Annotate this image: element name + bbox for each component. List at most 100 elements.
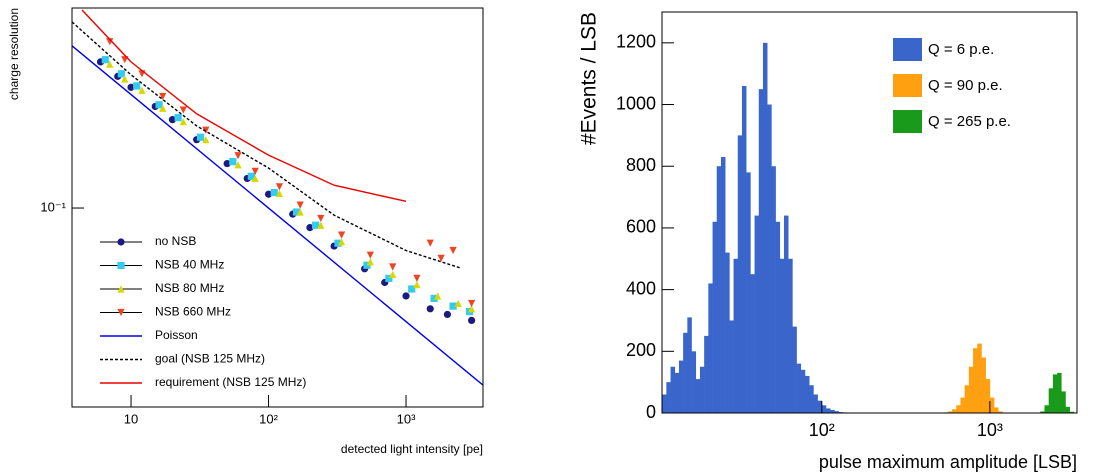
marker	[223, 159, 231, 168]
y-tick-label: 600	[626, 217, 656, 237]
x-axis-label: pulse maximum amplitude [LSB]	[819, 452, 1077, 472]
legend-label: Q = 265 p.e.	[928, 113, 1011, 130]
marker	[275, 189, 284, 197]
histogram-bar	[947, 411, 953, 413]
marker	[117, 308, 125, 317]
marker	[229, 158, 237, 166]
marker	[296, 208, 304, 216]
histogram-bar	[985, 379, 991, 413]
marker	[106, 60, 114, 68]
histogram-bar	[725, 252, 730, 413]
marker	[385, 274, 393, 282]
marker	[468, 299, 476, 308]
histogram-bar	[956, 405, 961, 413]
marker	[312, 221, 320, 229]
histogram-bar	[750, 274, 755, 413]
plot-area	[662, 42, 1075, 413]
marker	[117, 70, 125, 78]
y-tick-label: 1200	[616, 32, 656, 52]
histogram-bar	[817, 400, 823, 413]
histogram-bar	[704, 335, 709, 413]
histogram-bar	[821, 405, 827, 413]
histogram-bar	[788, 258, 793, 413]
histogram-bar	[952, 409, 957, 413]
histogram-bar	[775, 221, 781, 413]
histogram-bar	[762, 42, 768, 413]
marker	[338, 231, 346, 239]
marker	[317, 221, 325, 229]
marker	[292, 208, 301, 216]
marker	[389, 270, 397, 279]
legend-swatch	[893, 38, 922, 61]
histogram-bar	[758, 89, 764, 413]
marker	[106, 38, 114, 46]
histogram-bar	[678, 360, 684, 413]
marker	[101, 56, 109, 64]
histogram-bar	[964, 385, 970, 413]
y-tick-label: 0	[646, 402, 656, 422]
y-tick-label: 1000	[616, 93, 656, 113]
marker	[437, 254, 445, 263]
histogram-bar	[1061, 391, 1066, 413]
histogram-bar	[783, 215, 789, 413]
marker	[296, 201, 304, 209]
legend-label: Q = 90 p.e.	[928, 77, 1003, 94]
plot-area	[72, 9, 483, 386]
histogram-bar	[674, 372, 680, 413]
histogram-bar	[712, 221, 718, 413]
histogram-bar	[830, 409, 835, 413]
x-tick-label: 10²	[809, 420, 835, 440]
marker	[117, 261, 125, 270]
line	[81, 9, 407, 203]
x-tick-label: 10³	[397, 411, 416, 426]
marker	[117, 285, 125, 293]
marker	[117, 238, 125, 246]
plot-frame	[71, 7, 484, 408]
y-tick-label: 800	[626, 155, 656, 175]
marker	[247, 172, 255, 180]
marker	[413, 281, 421, 289]
histogram-bar	[691, 351, 697, 413]
marker	[138, 86, 146, 94]
marker	[413, 274, 421, 282]
histogram-bar	[973, 348, 978, 413]
y-tick-label: 400	[626, 278, 656, 298]
marker	[449, 246, 457, 255]
histogram-bar	[729, 320, 734, 413]
legend-label: NSB 40 MHz	[155, 258, 224, 272]
marker	[179, 118, 187, 126]
marker	[264, 190, 273, 198]
marker	[270, 188, 278, 197]
histogram-bar	[981, 357, 986, 413]
histogram-bar	[779, 258, 785, 413]
marker	[234, 161, 242, 169]
marker	[133, 82, 141, 90]
marker	[196, 133, 205, 141]
histogram-bar	[1044, 405, 1049, 413]
histogram-bar	[1048, 388, 1054, 413]
histogram-bar	[666, 382, 671, 413]
legend: Q = 6 p.e. Q = 90 p.e. Q = 265 p.e.	[893, 38, 1011, 133]
marker	[366, 258, 374, 266]
histogram-bar	[767, 104, 772, 413]
histogram-bar	[662, 394, 667, 413]
legend-label: NSB 660 MHz	[155, 305, 231, 319]
legend-label: Q = 6 p.e.	[928, 41, 994, 58]
marker	[443, 310, 452, 319]
histogram-bar	[1040, 411, 1045, 413]
y-tick-label: 10⁻¹	[40, 199, 66, 214]
histogram-bar	[800, 369, 806, 413]
histogram-bar	[825, 408, 831, 413]
marker	[159, 92, 167, 101]
marker	[468, 316, 476, 325]
histogram-bar	[687, 317, 692, 413]
x-axis-label: detected light intensity [pe]	[341, 442, 483, 456]
histogram-bar	[796, 363, 802, 413]
histogram-bar	[733, 258, 739, 413]
marker	[334, 239, 342, 247]
histogram-bar	[977, 343, 982, 413]
marker	[275, 183, 284, 191]
legend-label: requirement (NSB 125 MHz)	[155, 375, 306, 389]
marker	[338, 238, 346, 246]
marker	[168, 116, 177, 124]
